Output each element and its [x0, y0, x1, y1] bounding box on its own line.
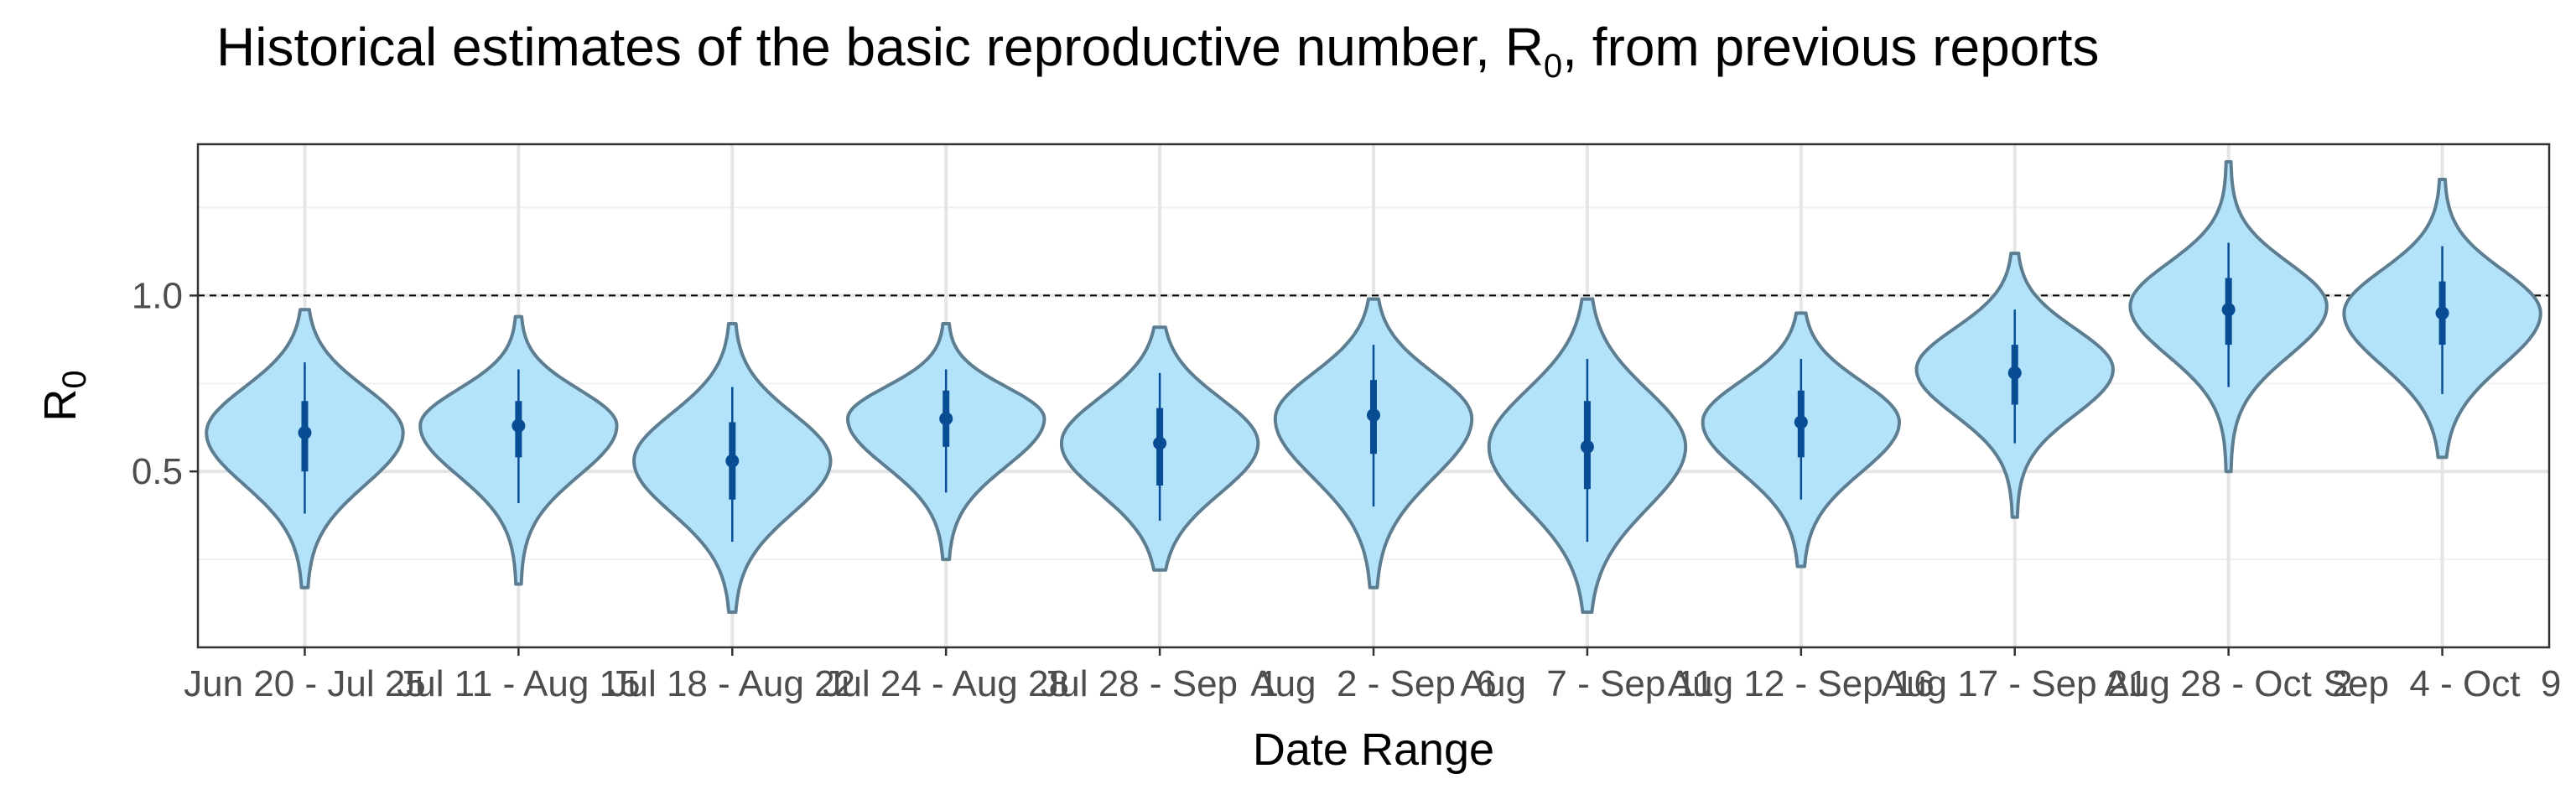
- x-tick-label: Aug 7 - Sep 11: [1461, 663, 1715, 704]
- violin-group: [1273, 297, 1474, 589]
- x-tick-label: Jul 11 - Aug 15: [397, 663, 640, 704]
- chart-title-subscript: 0: [1544, 48, 1562, 85]
- violin-median-point: [1794, 415, 1808, 429]
- violins: [205, 160, 2542, 614]
- x-tick-label: Aug 12 - Sep 16: [1668, 663, 1935, 704]
- x-tick-label: Sep 4 - Oct 9: [2324, 663, 2562, 704]
- violin-group: [632, 322, 833, 614]
- x-axis-title: Date Range: [1253, 724, 1494, 775]
- chart-title-main: Historical estimates of the basic reprod…: [216, 17, 1544, 77]
- y-axis-title-main: R: [35, 389, 86, 422]
- violin-median-point: [1153, 436, 1167, 450]
- violin-group: [846, 322, 1046, 562]
- violin-group: [1059, 325, 1260, 572]
- x-tick-label: Jul 18 - Aug 22: [609, 663, 855, 704]
- violin-median-point: [1367, 408, 1380, 423]
- violin-median-point: [1580, 439, 1594, 454]
- violin-median-point: [2007, 366, 2022, 380]
- violin-group: [2128, 160, 2329, 474]
- x-tick-label: Aug 28 - Oct 2: [2105, 663, 2353, 704]
- y-tick-label: 1.0: [132, 275, 183, 316]
- y-tick-label: 0.5: [132, 451, 183, 492]
- violin-group: [1487, 297, 1688, 614]
- violin-group: [205, 308, 405, 589]
- x-tick-label: Aug 2 - Sep 6: [1250, 663, 1497, 704]
- x-tick-label: Jul 24 - Aug 28: [823, 663, 1069, 704]
- y-axis-ticks: 0.5 1.0: [132, 275, 198, 492]
- violin-median-point: [2221, 303, 2236, 317]
- violin-median-point: [725, 454, 740, 468]
- x-tick-label: Jul 28 - Sep 1: [1041, 663, 1279, 704]
- x-tick-label: Jun 20 - Jul 25: [184, 663, 426, 704]
- chart-title: Historical estimates of the basic reprod…: [216, 17, 2099, 85]
- violin-median-point: [939, 412, 953, 426]
- violin-group: [1914, 252, 2115, 519]
- violin-median-point: [512, 418, 526, 433]
- violin-group: [418, 314, 619, 586]
- violin-median-point: [298, 426, 312, 440]
- y-axis-title: R0: [35, 370, 93, 421]
- violin-group: [1701, 311, 1901, 569]
- y-axis-title-subscript: 0: [56, 370, 93, 388]
- chart-title-rest: , from previous reports: [1562, 17, 2099, 77]
- x-tick-label: Aug 17 - Sep 21: [1882, 663, 2148, 704]
- violin-median-point: [2435, 306, 2449, 320]
- violin-group: [2342, 178, 2542, 460]
